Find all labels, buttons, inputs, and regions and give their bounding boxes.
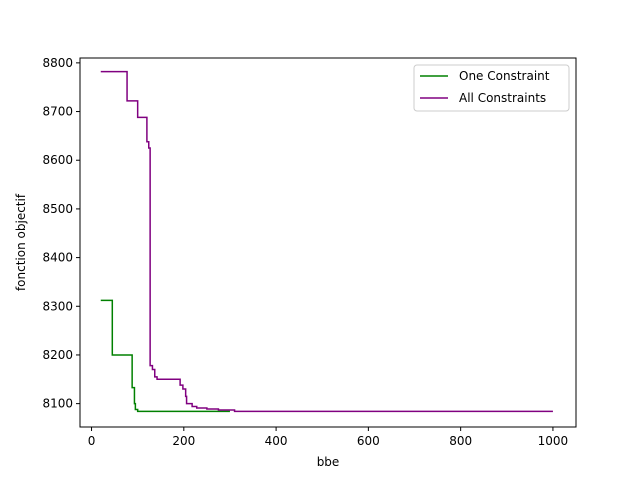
plot-frame bbox=[79, 57, 577, 428]
y-tick-label: 8300 bbox=[42, 299, 73, 313]
legend-label-one-constraint: One Constraint bbox=[459, 69, 550, 83]
y-tick-label: 8400 bbox=[42, 251, 73, 265]
x-tick-label: 0 bbox=[88, 434, 96, 448]
y-axis-label: fonction objectif bbox=[14, 193, 28, 291]
legend-label-all-constraints: All Constraints bbox=[459, 91, 546, 105]
x-axis-label: bbe bbox=[317, 455, 340, 469]
ticks-layer: 0 200 400 600 800 1000 8100 8200 8300 8400 8500 860… bbox=[42, 56, 568, 448]
legend: One Constraint All Constraints bbox=[413, 64, 570, 112]
series-layer bbox=[100, 70, 553, 413]
y-tick-label: 8200 bbox=[42, 348, 73, 362]
y-tick-label: 8600 bbox=[42, 153, 73, 167]
x-tick-label: 1000 bbox=[538, 434, 569, 448]
y-tick-label: 8800 bbox=[42, 56, 73, 70]
x-tick-label: 600 bbox=[357, 434, 380, 448]
legend-box bbox=[413, 64, 570, 112]
x-tick-label: 200 bbox=[172, 434, 195, 448]
y-tick-label: 8500 bbox=[42, 202, 73, 216]
y-tick-label: 8100 bbox=[42, 397, 73, 411]
series-line-all-constraints bbox=[100, 70, 553, 413]
series-line-one-constraint bbox=[100, 299, 230, 413]
x-tick-label: 800 bbox=[449, 434, 472, 448]
x-tick-label: 400 bbox=[265, 434, 288, 448]
y-tick-label: 8700 bbox=[42, 105, 73, 119]
